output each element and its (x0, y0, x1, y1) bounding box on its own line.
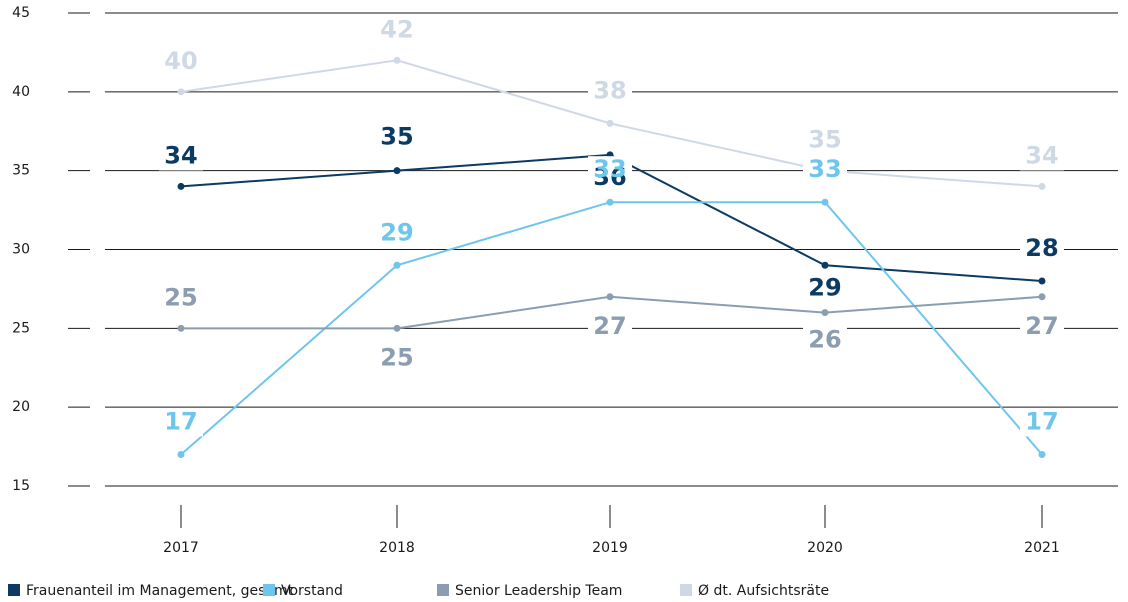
data-label: 27 (1025, 312, 1058, 340)
point (606, 198, 614, 206)
data-label: 17 (1025, 407, 1058, 435)
y-tick-label: 25 (12, 320, 30, 336)
legend-swatch (8, 584, 20, 596)
y-tick-label: 40 (12, 84, 30, 100)
label-bg (159, 284, 203, 313)
label-bg (159, 142, 203, 171)
data-label: 29 (380, 218, 413, 246)
data-label: 25 (380, 343, 413, 371)
data-label: 40 (164, 47, 197, 75)
point (821, 261, 829, 269)
point (177, 324, 185, 332)
legend-swatch (680, 584, 692, 596)
label-bg (375, 344, 419, 373)
label-bg (375, 219, 419, 248)
data-label: 38 (593, 76, 626, 104)
data-label: 35 (380, 123, 413, 151)
x-tick-label: 2017 (163, 540, 199, 556)
x-tick-label: 2020 (807, 540, 843, 556)
legend-label: Ø dt. Aufsichtsräte (698, 583, 829, 599)
x-tick-label: 2019 (592, 540, 628, 556)
y-tick-label: 15 (12, 478, 30, 494)
legend-swatch (263, 584, 275, 596)
label-bg (588, 77, 632, 106)
data-label: 17 (164, 407, 197, 435)
label-bg (159, 47, 203, 76)
data-label: 35 (808, 126, 841, 154)
label-bg (803, 326, 847, 355)
data-label: 26 (808, 326, 841, 354)
y-tick-label: 45 (12, 5, 30, 21)
x-tick-label: 2021 (1024, 540, 1060, 556)
x-tick-label: 2018 (379, 540, 415, 556)
label-bg (1020, 142, 1064, 171)
y-tick-label: 35 (12, 163, 30, 179)
point (393, 261, 401, 269)
label-bg (159, 408, 203, 437)
label-bg (803, 126, 847, 155)
data-label: 27 (593, 312, 626, 340)
legend-label: Senior Leadership Team (455, 583, 622, 599)
point (1038, 182, 1046, 190)
label-bg (588, 312, 632, 341)
label-bg (375, 16, 419, 45)
point (177, 182, 185, 190)
label-bg (1020, 235, 1064, 264)
data-label: 34 (1025, 141, 1058, 169)
legend-label: Vorstand (281, 583, 343, 599)
label-bg (1020, 312, 1064, 341)
data-label: 28 (1025, 234, 1058, 262)
point (821, 198, 829, 206)
data-label: 36 (593, 163, 626, 191)
y-tick-label: 20 (12, 399, 30, 415)
point (606, 293, 614, 301)
point (1038, 277, 1046, 285)
legend-label: Frauenanteil im Management, gesamt (26, 583, 294, 599)
label-bg (803, 274, 847, 303)
point (393, 324, 401, 332)
point (1038, 293, 1046, 301)
point (606, 119, 614, 127)
point (177, 88, 185, 96)
data-label: 29 (808, 273, 841, 301)
label-bg (1020, 408, 1064, 437)
label-bg (803, 156, 847, 185)
point (393, 56, 401, 64)
data-label: 34 (164, 141, 197, 169)
data-label: 33 (808, 155, 841, 183)
legend-swatch (437, 584, 449, 596)
point (1038, 450, 1046, 458)
label-bg (588, 156, 632, 185)
y-tick-label: 30 (12, 242, 30, 258)
point (821, 309, 829, 317)
label-bg (375, 123, 419, 152)
point (393, 167, 401, 175)
data-label: 25 (164, 283, 197, 311)
data-label: 33 (593, 155, 626, 183)
data-label: 42 (380, 15, 413, 43)
point (177, 450, 185, 458)
